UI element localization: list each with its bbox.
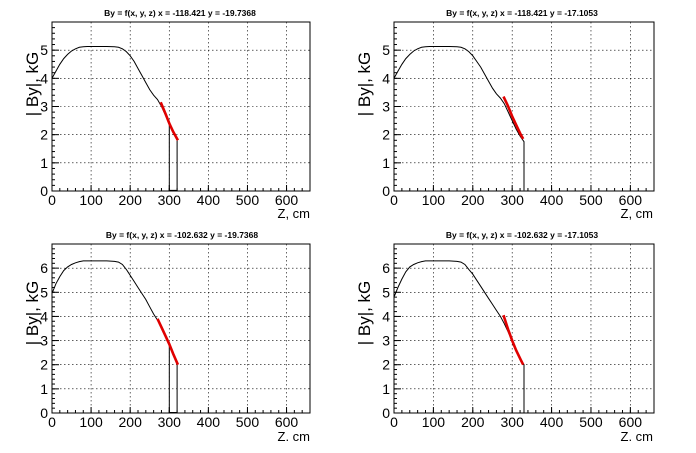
x-tick-label: 600 xyxy=(619,192,643,208)
y-axis-label: | By|, kG xyxy=(355,52,374,117)
x-tick-label: 0 xyxy=(48,414,56,430)
x-tick-label: 600 xyxy=(275,414,299,430)
y-tick-label: 2 xyxy=(382,127,390,143)
x-tick-label: 600 xyxy=(275,192,299,208)
panel-top-left: By = f(x, y, z) x = -118.421 y = -19.736… xyxy=(23,8,311,221)
panel-bottom-left: By = f(x, y, z) x = -102.632 y = -19.736… xyxy=(23,230,311,444)
x-tick-label: 500 xyxy=(236,414,260,430)
y-tick-label: 0 xyxy=(40,405,48,421)
y-tick-label: 6 xyxy=(40,260,48,276)
y-axis-label: | By|, kG xyxy=(23,52,42,117)
y-tick-label: 3 xyxy=(40,333,48,349)
highlight-segment xyxy=(502,96,525,140)
panel-bottom-right: By = f(x, y, z) x = -102.632 y = -17.105… xyxy=(355,230,655,444)
chart-title: By = f(x, y, z) x = -118.421 y = -19.736… xyxy=(104,8,256,18)
y-tick-label: 4 xyxy=(382,70,390,86)
x-tick-label: 0 xyxy=(390,192,398,208)
x-axis-label: Z. cm xyxy=(621,429,654,444)
x-tick-label: 0 xyxy=(390,414,398,430)
y-tick-label: 6 xyxy=(382,260,390,276)
plot-area: 0 100 200 300 400 500 600 0 1 2 3 4 5 xyxy=(382,21,655,208)
panel-top-right: By = f(x, y, z) x = -118.421 y = -17.105… xyxy=(355,8,655,221)
highlight-segment xyxy=(159,101,180,141)
x-tick-label: 300 xyxy=(501,192,525,208)
x-tick-label: 100 xyxy=(79,192,103,208)
chart-title: By = f(x, y, z) x = -102.632 y = -17.105… xyxy=(446,230,599,240)
plot-area: 0 100 200 300 400 500 600 0 1 2 3 4 5 6 xyxy=(40,243,311,430)
plot-frame xyxy=(393,243,655,414)
y-tick-label: 5 xyxy=(382,42,390,58)
y-tick-label: 3 xyxy=(382,333,390,349)
y-tick-label: 1 xyxy=(40,381,48,397)
field-curve xyxy=(393,46,525,191)
x-tick-label: 400 xyxy=(197,414,221,430)
plot-area: 0 100 200 300 400 500 600 0 1 2 3 4 5 xyxy=(40,21,311,208)
x-tick-label: 300 xyxy=(501,414,525,430)
x-axis-label: Z, cm xyxy=(621,206,654,221)
y-tick-label: 0 xyxy=(40,183,48,199)
x-tick-label: 600 xyxy=(619,414,643,430)
plot-area: 0 100 200 300 400 500 600 0 1 2 3 4 5 6 xyxy=(382,243,655,430)
chart-title: By = f(x, y, z) x = -118.421 y = -17.105… xyxy=(446,8,598,18)
x-tick-label: 200 xyxy=(461,414,485,430)
y-tick-label: 4 xyxy=(40,70,48,86)
y-tick-label: 1 xyxy=(382,381,390,397)
y-tick-label: 1 xyxy=(40,155,48,171)
y-tick-label: 5 xyxy=(40,42,48,58)
y-axis-label: | By|, kG xyxy=(23,281,42,346)
x-tick-label: 200 xyxy=(461,192,485,208)
x-axis-label: Z, cm xyxy=(278,206,311,221)
x-tick-label: 300 xyxy=(158,192,182,208)
highlight-segment xyxy=(502,314,525,366)
field-curve xyxy=(51,260,178,413)
x-tick-label: 100 xyxy=(79,414,103,430)
x-tick-label: 100 xyxy=(422,192,446,208)
field-curve xyxy=(51,46,178,191)
y-tick-label: 2 xyxy=(40,357,48,373)
y-tick-label: 5 xyxy=(40,284,48,300)
x-tick-label: 400 xyxy=(540,414,564,430)
y-tick-label: 4 xyxy=(382,308,390,324)
y-tick-label: 4 xyxy=(40,308,48,324)
y-tick-label: 0 xyxy=(382,405,390,421)
x-tick-label: 300 xyxy=(158,414,182,430)
y-axis-label: | By|, kG xyxy=(355,281,374,346)
x-tick-label: 100 xyxy=(422,414,446,430)
y-tick-label: 2 xyxy=(382,357,390,373)
x-tick-label: 0 xyxy=(48,192,56,208)
chart-title: By = f(x, y, z) x = -102.632 y = -19.736… xyxy=(106,230,259,240)
y-tick-label: 3 xyxy=(40,99,48,115)
x-tick-label: 200 xyxy=(119,192,143,208)
x-tick-label: 400 xyxy=(197,192,221,208)
highlight-segment xyxy=(156,318,180,366)
y-tick-label: 0 xyxy=(382,183,390,199)
y-tick-label: 2 xyxy=(40,127,48,143)
x-tick-label: 500 xyxy=(579,192,603,208)
plot-frame xyxy=(51,243,311,414)
x-tick-label: 500 xyxy=(579,414,603,430)
y-tick-label: 1 xyxy=(382,155,390,171)
x-tick-label: 200 xyxy=(119,414,143,430)
y-tick-label: 3 xyxy=(382,99,390,115)
field-curve xyxy=(393,260,525,413)
x-axis-label: Z. cm xyxy=(278,429,311,444)
y-tick-label: 5 xyxy=(382,284,390,300)
x-tick-label: 400 xyxy=(540,192,564,208)
x-tick-label: 500 xyxy=(236,192,260,208)
